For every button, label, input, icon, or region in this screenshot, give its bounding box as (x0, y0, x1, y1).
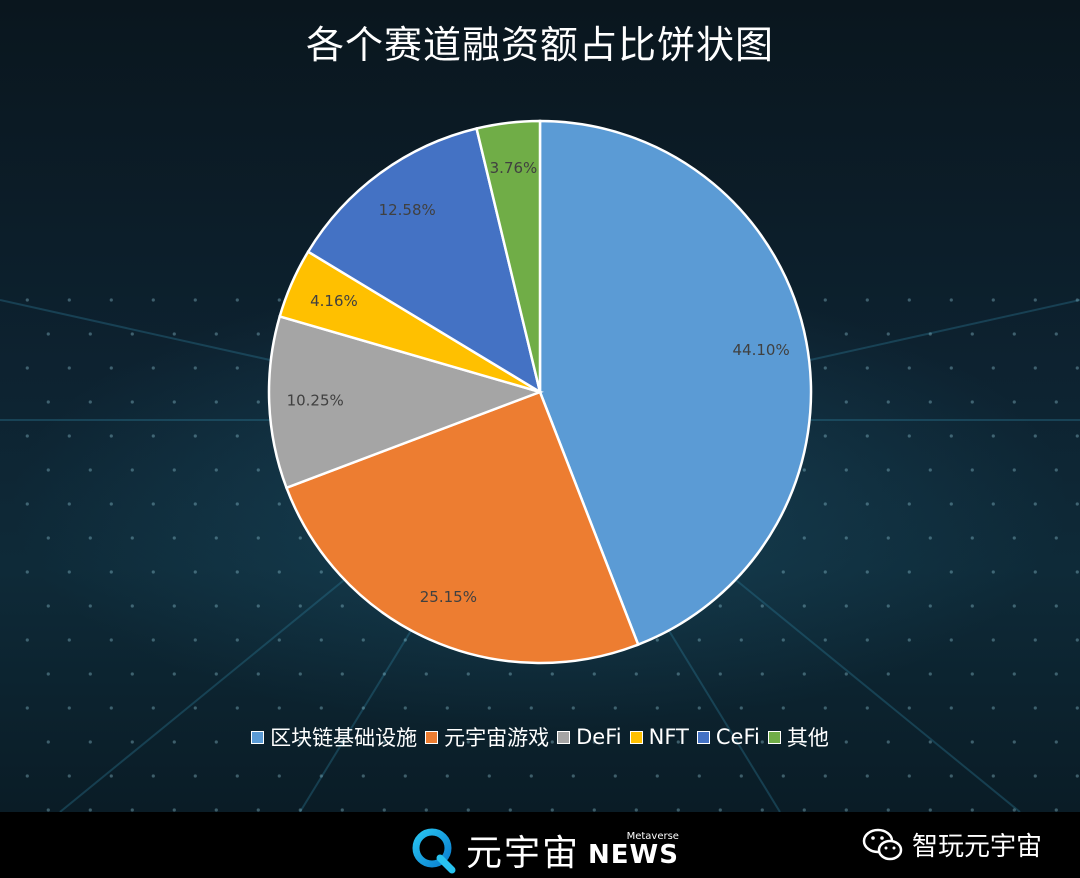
account-name: 智玩元宇宙 (912, 832, 1043, 862)
chart-title: 各个赛道融资额占比饼状图 (305, 23, 774, 67)
brand-name: 元宇宙 (466, 833, 581, 874)
slice-label: 10.25% (287, 391, 344, 409)
q-circle-logo-icon (412, 828, 456, 874)
legend-label: NFT (648, 725, 689, 749)
slice-label: 44.10% (733, 341, 790, 359)
legend-item: CeFi (696, 725, 760, 749)
brand-sub-top: Metaverse (626, 831, 679, 842)
slice-label: 3.76% (490, 159, 538, 177)
brand-sub-main: NEWS (588, 840, 679, 870)
chart-legend: 区块链基础设施 元宇宙游戏 DeFi NFT CeFi 其他 (0, 722, 1080, 752)
legend-swatch (629, 730, 643, 744)
brand-subtitle: Metaverse NEWS (588, 831, 679, 870)
account: 智玩元宇宙 (862, 826, 1042, 863)
legend-item: 其他 (767, 722, 829, 752)
wechat-icon (862, 828, 903, 860)
pie-slice (475, 119, 542, 393)
legend-item: NFT (629, 725, 689, 749)
footer-bar: 元宇宙 Metaverse NEWS 智玩元宇宙 (0, 812, 1080, 878)
legend-swatch (425, 730, 439, 744)
legend-label: 其他 (786, 726, 829, 750)
legend-swatch (767, 730, 781, 744)
pie-slice (538, 119, 813, 647)
legend-swatch (557, 730, 571, 744)
legend-label: 区块链基础设施 (270, 726, 418, 750)
pie-chart: 44.10% 25.15% 10.25% 4.16% 12.58% 3.76% (267, 119, 813, 665)
legend-item: 元宇宙游戏 (425, 722, 549, 752)
pie-slice (284, 390, 640, 665)
legend-item: 区块链基础设施 (251, 722, 417, 752)
legend-item: DeFi (557, 725, 622, 749)
pie-slice (306, 127, 542, 395)
legend-label: CeFi (715, 725, 760, 749)
pie-slice (267, 314, 544, 490)
legend-label: 元宇宙游戏 (444, 726, 550, 750)
slice-label: 12.58% (379, 201, 436, 219)
slice-label: 4.16% (310, 292, 358, 310)
slice-label: 25.15% (420, 588, 477, 606)
legend-swatch (251, 730, 265, 744)
legend-swatch (696, 730, 710, 744)
legend-label: DeFi (576, 725, 622, 749)
brand: 元宇宙 Metaverse NEWS (410, 824, 679, 876)
